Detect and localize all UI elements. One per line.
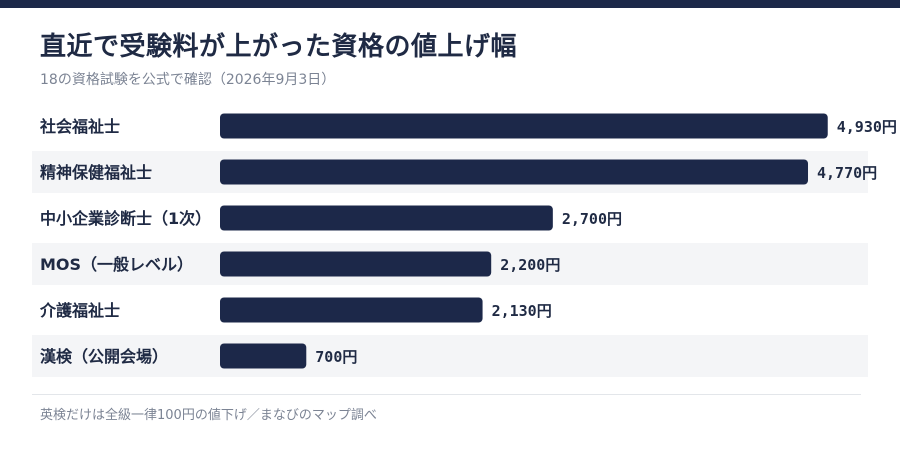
value-label: 4,930円 [837, 118, 897, 136]
category-label: 中小企業診断士（1次） [40, 209, 211, 228]
category-label: 介護福祉士 [39, 301, 120, 320]
bar [220, 251, 492, 277]
bar [220, 113, 828, 139]
bar [220, 343, 307, 369]
category-label: 社会福祉士 [39, 117, 120, 136]
chart-subtitle: 18の資格試験を公式で確認（2026年9月3日） [40, 72, 336, 88]
footnote: 英検だけは全級一律100円の値下げ／まなびのマップ調べ [40, 408, 377, 423]
category-label: MOS（一般レベル） [40, 255, 193, 274]
value-label: 2,700円 [562, 210, 622, 228]
category-label: 漢検（公開会場） [40, 347, 168, 366]
chart-title: 直近で受験料が上がった資格の値上げ幅 [40, 32, 518, 62]
top-accent-bar [0, 0, 900, 8]
bar [220, 159, 809, 185]
value-label: 2,130円 [492, 302, 552, 320]
bar [220, 297, 483, 323]
value-label: 700円 [315, 348, 357, 366]
bar [220, 205, 553, 231]
footer-divider [32, 394, 861, 395]
row-stripe [32, 335, 868, 377]
value-label: 2,200円 [500, 256, 560, 274]
category-label: 精神保健福祉士 [40, 163, 152, 182]
value-label: 4,770円 [817, 164, 877, 182]
